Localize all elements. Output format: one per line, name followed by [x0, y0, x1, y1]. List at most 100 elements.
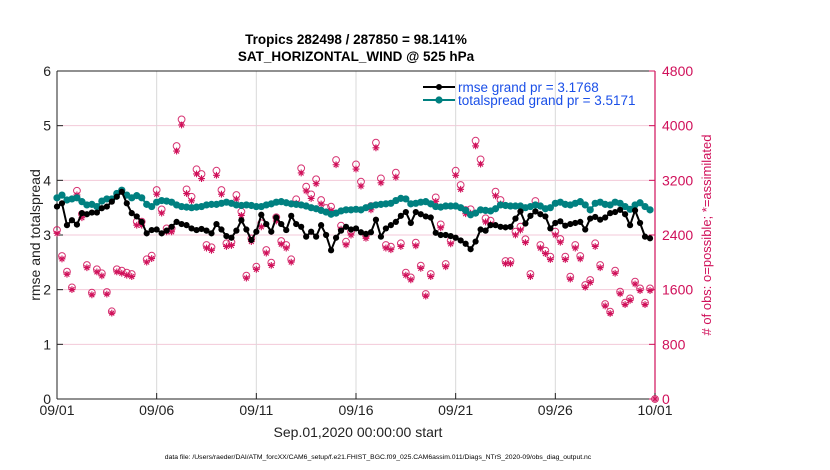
obs-assimilated-marker [327, 207, 335, 214]
series-point-rmse [497, 223, 504, 230]
series-point-rmse [93, 209, 100, 216]
series-point-rmse [452, 234, 459, 241]
obs-assimilated-marker [482, 218, 489, 226]
y2-tick-label: 4000 [662, 118, 693, 134]
series-point-totalspread [148, 202, 156, 211]
series-point-rmse [298, 223, 305, 230]
obs-assimilated-marker [472, 142, 479, 150]
obs-assimilated-marker [651, 395, 659, 403]
series-point-rmse [412, 208, 419, 216]
obs-assimilated-marker [527, 273, 534, 280]
chart-title-line-2: SAT_HORIZONTAL_WIND @ 525 hPa [238, 49, 475, 64]
obs-assimilated-marker [427, 273, 435, 280]
series-point-rmse [572, 219, 579, 227]
obs-assimilated-marker [412, 242, 420, 250]
series-point-totalspread [546, 204, 554, 212]
series-point-rmse [198, 225, 205, 233]
series-point-rmse [377, 233, 385, 240]
obs-assimilated-marker [178, 121, 185, 129]
series-point-rmse [352, 225, 360, 232]
x-tick-label: 09/16 [338, 402, 373, 418]
obs-assimilated-marker [78, 214, 86, 222]
series-point-rmse [203, 227, 210, 234]
legend: rmse grand pr = 3.1768 totalspread grand… [423, 80, 636, 108]
obs-assimilated-marker [397, 243, 405, 250]
series-point-rmse [342, 223, 350, 230]
obs-assimilated-marker [551, 231, 559, 239]
series-point-rmse [327, 247, 335, 254]
series-point-totalspread [138, 194, 146, 202]
series-point-rmse [392, 218, 399, 225]
obs-assimilated-marker [641, 301, 649, 308]
series-point-rmse [193, 226, 200, 234]
y-tick-label: 2 [43, 282, 51, 298]
legend-label-totalspread: totalspread grand pr = 3.5171 [458, 93, 636, 108]
series-point-rmse [183, 222, 190, 229]
obs-assimilated-marker [252, 265, 260, 273]
obs-assimilated-marker [158, 209, 166, 217]
obs-assimilated-marker [616, 290, 624, 298]
series-point-rmse [63, 222, 71, 229]
obs-assimilated-marker [372, 144, 380, 152]
series-point-rmse [288, 212, 295, 219]
series-point-totalspread [402, 195, 410, 203]
series-point-rmse [178, 220, 185, 228]
series-point-totalspread [511, 202, 520, 210]
obs-assimilated-marker [223, 243, 230, 250]
obs-assimilated-marker [347, 231, 355, 239]
series-point-rmse [357, 229, 365, 236]
series-point-rmse [631, 207, 639, 214]
series-point-rmse [522, 220, 529, 227]
y-axis-label: rmse and totalspread [27, 169, 43, 301]
series-point-rmse [437, 231, 444, 239]
series-point-rmse [532, 208, 539, 215]
obs-assimilated-marker [492, 192, 499, 200]
obs-assimilated-marker [282, 244, 290, 252]
series-point-rmse [248, 236, 255, 244]
series-point-rmse [537, 211, 544, 218]
series-point-rmse [372, 216, 380, 223]
series-point-rmse [397, 212, 404, 219]
obs-assimilated-marker [312, 180, 320, 188]
series-point-rmse [427, 214, 434, 221]
series-point-rmse [337, 227, 345, 234]
tick-labels: 0 1 2 3 4 5 6 0 800 1600 2400 3200 4000 4800 09/01 09/0… [39, 63, 693, 418]
series-point-rmse [597, 216, 604, 223]
series-point-rmse [143, 230, 150, 237]
obs-assimilated-marker [53, 229, 61, 237]
obs-assimilated-marker [611, 269, 619, 277]
series-point-rmse [53, 203, 61, 210]
obs-assimilated-marker [546, 256, 554, 263]
series-point-rmse [293, 220, 300, 228]
series-point-rmse [113, 193, 120, 200]
series-point-totalspread [73, 194, 81, 202]
series-point-rmse [128, 210, 135, 217]
obs-assimilated-marker [88, 291, 96, 299]
series-point-rmse [123, 200, 130, 207]
obs-assimilated-marker [477, 160, 484, 168]
obs-assimilated-marker [392, 173, 400, 181]
series-point-rmse [118, 188, 125, 195]
obs-assimilated-marker [586, 279, 594, 286]
obs-assimilated-marker [123, 271, 131, 279]
obs-assimilated-marker [58, 255, 66, 263]
series-point-rmse [138, 218, 145, 225]
obs-assimilated-marker [601, 302, 609, 310]
obs-assimilated-marker [193, 170, 200, 178]
series-point-rmse [153, 226, 160, 233]
series-point-rmse [168, 223, 175, 230]
series-point-rmse [78, 210, 86, 217]
x-tick-label: 09/21 [438, 402, 473, 418]
y-tick-label: 0 [43, 391, 51, 407]
obs-assimilated-marker [646, 287, 654, 294]
series-point-rmse [273, 214, 280, 221]
series-point-rmse [268, 228, 275, 235]
series-point-rmse [622, 211, 629, 218]
obs-assimilated-marker [198, 175, 205, 182]
obs-assimilated-marker [626, 296, 634, 304]
series-point-rmse [188, 225, 195, 232]
obs-assimilated-marker [352, 165, 360, 173]
obs-assimilated-marker [377, 179, 385, 187]
series-point-rmse [367, 229, 375, 236]
obs-assimilated-marker [447, 240, 455, 248]
